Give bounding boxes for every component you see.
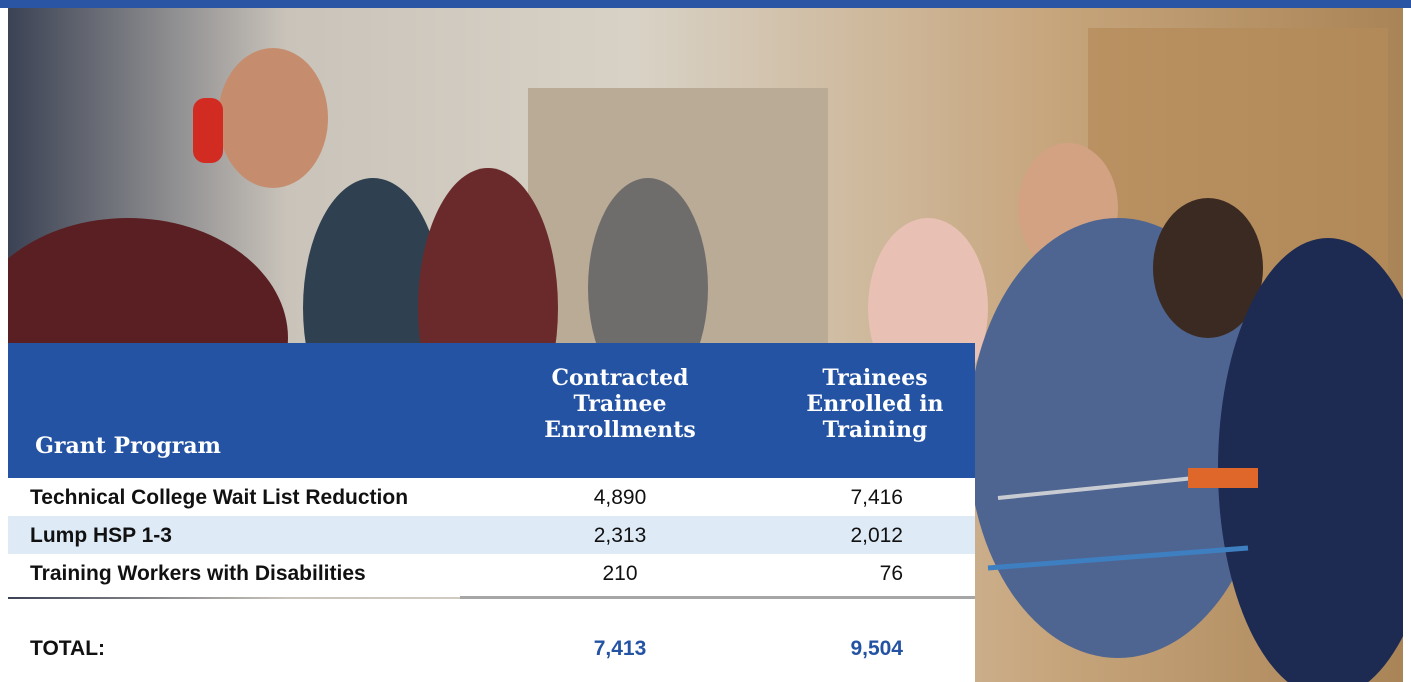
cell: TOTAL: <box>30 637 105 661</box>
cell: Lump HSP 1-3 <box>30 524 172 548</box>
table-row: Training Workers with Disabilities 210 7… <box>8 554 975 597</box>
header-line: Enrollments <box>510 417 730 443</box>
cell: 4,890 <box>540 486 700 510</box>
header-line: Enrolled in <box>765 391 985 417</box>
cell: 2,313 <box>540 524 700 548</box>
header-line: Contracted <box>510 365 730 391</box>
column-header: Trainees Enrolled in Training <box>765 365 985 443</box>
cell: Technical College Wait List Reduction <box>30 486 408 510</box>
table-row: Technical College Wait List Reduction 4,… <box>8 478 975 516</box>
column-header: Contracted Trainee Enrollments <box>510 365 730 443</box>
page: {"header": {"grant_program": "Grant Prog… <box>0 0 1411 682</box>
cell: 7,416 <box>850 486 903 510</box>
column-header: Grant Program <box>8 433 248 459</box>
table-header: Grant Program Contracted Trainee Enrollm… <box>8 343 975 478</box>
top-bar <box>0 0 1411 8</box>
total-row: TOTAL: 7,413 9,504 <box>8 599 975 682</box>
header-line: Training <box>765 417 985 443</box>
cell: 76 <box>880 562 903 586</box>
cell: Training Workers with Disabilities <box>30 562 366 586</box>
cell: 9,504 <box>850 637 903 661</box>
header-line: Trainees <box>765 365 985 391</box>
cell: 7,413 <box>540 637 700 661</box>
cell: 210 <box>540 562 700 586</box>
header-line: Trainee <box>510 391 730 417</box>
cell: 2,012 <box>850 524 903 548</box>
table-row: Lump HSP 1-3 2,313 2,012 <box>8 516 975 554</box>
